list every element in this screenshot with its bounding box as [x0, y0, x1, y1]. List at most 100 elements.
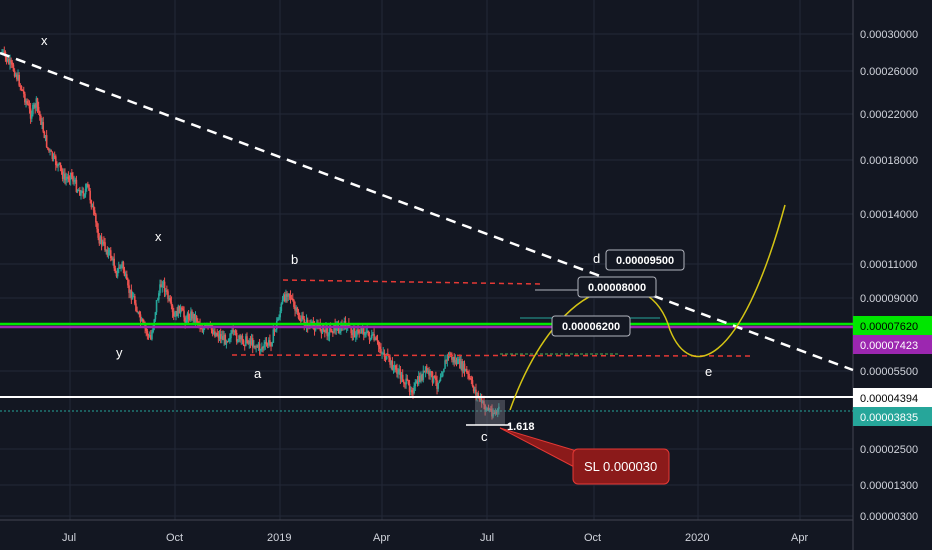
- candle-body: [109, 250, 112, 259]
- candle-body: [90, 200, 93, 208]
- target-box-2[interactable]: [577, 276, 657, 298]
- candle-body: [232, 330, 235, 332]
- candle-body: [453, 356, 456, 363]
- candle-body: [174, 315, 176, 317]
- candle-body: [325, 326, 327, 333]
- candle-body: [317, 325, 319, 327]
- candle-body: [320, 330, 323, 334]
- candle-body: [119, 267, 121, 269]
- candle-body: [85, 184, 88, 189]
- candle-body: [258, 343, 261, 351]
- target-box-3[interactable]: [551, 315, 631, 337]
- candle-body: [230, 333, 232, 339]
- candle-body: [147, 335, 150, 337]
- candle-body: [488, 409, 491, 411]
- candle-body: [269, 340, 271, 343]
- candle-body: [255, 346, 257, 348]
- candle-body: [340, 324, 342, 332]
- stop-loss-callout[interactable]: [572, 448, 670, 485]
- candle-body: [178, 305, 181, 314]
- candle-body: [251, 338, 254, 348]
- candle-body: [404, 383, 406, 385]
- candle-body: [87, 184, 89, 186]
- candle-body: [382, 352, 385, 354]
- price-badge-white-label: 0.00004394: [860, 393, 918, 405]
- candle-body: [241, 336, 244, 341]
- candle-body: [460, 361, 462, 369]
- candle-body: [14, 74, 17, 77]
- candle-body: [466, 369, 468, 373]
- candle-body: [29, 108, 32, 119]
- candle-body: [330, 328, 333, 333]
- candle-body: [462, 363, 465, 372]
- target-box-1[interactable]: [605, 249, 685, 271]
- x-tick-label: 2019: [267, 532, 291, 544]
- candle-body: [127, 279, 129, 286]
- candle-body: [112, 258, 114, 261]
- candle-body: [27, 103, 30, 105]
- price-badge-green-label: 0.00007620: [860, 321, 918, 333]
- candle-body: [199, 323, 201, 328]
- price-axis[interactable]: 0.00030000 0.00026000 0.00022000 0.00018…: [860, 29, 918, 523]
- candle-body: [41, 122, 43, 125]
- candle-body: [365, 331, 367, 335]
- y-tick-label: 0.00001300: [860, 480, 918, 492]
- candle-body: [116, 268, 119, 277]
- candle-body: [360, 332, 363, 334]
- candle-body: [332, 332, 334, 334]
- candle-body: [215, 332, 217, 337]
- y-tick-label: 0.00011000: [860, 259, 917, 271]
- candle-body: [224, 334, 227, 345]
- candle-body: [186, 313, 189, 320]
- candle-body: [282, 294, 285, 300]
- candle-body: [151, 332, 153, 340]
- candle-body: [128, 285, 130, 293]
- candle-body: [482, 401, 484, 403]
- candle-body: [475, 389, 477, 396]
- fib-extension-box: [475, 400, 505, 425]
- candle-body: [480, 397, 483, 403]
- candle-body: [123, 269, 126, 276]
- wave-label-d: d: [593, 251, 600, 266]
- candle-body: [463, 363, 466, 372]
- red-dashed-resistance: [282, 279, 541, 285]
- candle-body: [350, 328, 352, 334]
- candle-body: [281, 299, 284, 304]
- candle-body: [414, 383, 417, 387]
- candle-body: [491, 409, 493, 417]
- candle-body: [400, 374, 403, 379]
- candle-body: [11, 62, 14, 65]
- target-box-2-label: 0.00008000: [588, 282, 646, 294]
- candle-body: [183, 310, 185, 318]
- candle-body: [304, 324, 307, 327]
- candle-body: [16, 74, 18, 80]
- candle-body: [337, 326, 340, 334]
- candle-body: [33, 104, 35, 106]
- candle-body: [300, 320, 302, 322]
- wave-label-c: c: [481, 429, 488, 444]
- candle-body: [474, 389, 476, 392]
- wave-label-a: a: [254, 366, 262, 381]
- candle-body: [77, 189, 80, 191]
- candle-body: [192, 313, 194, 319]
- candle-body: [209, 324, 212, 326]
- candle-body: [180, 307, 183, 309]
- candle-body: [229, 338, 231, 340]
- candle-body: [97, 228, 99, 238]
- candle-body: [427, 370, 429, 373]
- candle-body: [225, 341, 228, 345]
- candle-body: [388, 355, 390, 358]
- candle-body: [71, 172, 73, 177]
- candle-body: [50, 150, 53, 152]
- time-axis[interactable]: Jul Oct 2019 Apr Jul Oct 2020 Apr: [62, 532, 808, 544]
- candle-body: [266, 344, 269, 346]
- candle-body: [353, 328, 356, 338]
- candle-body: [191, 311, 193, 319]
- candle-body: [298, 318, 301, 321]
- candle-body: [338, 331, 341, 334]
- candle-body: [301, 315, 303, 321]
- candle-body: [248, 340, 251, 344]
- candle-body: [286, 294, 288, 297]
- candle-body: [272, 329, 275, 343]
